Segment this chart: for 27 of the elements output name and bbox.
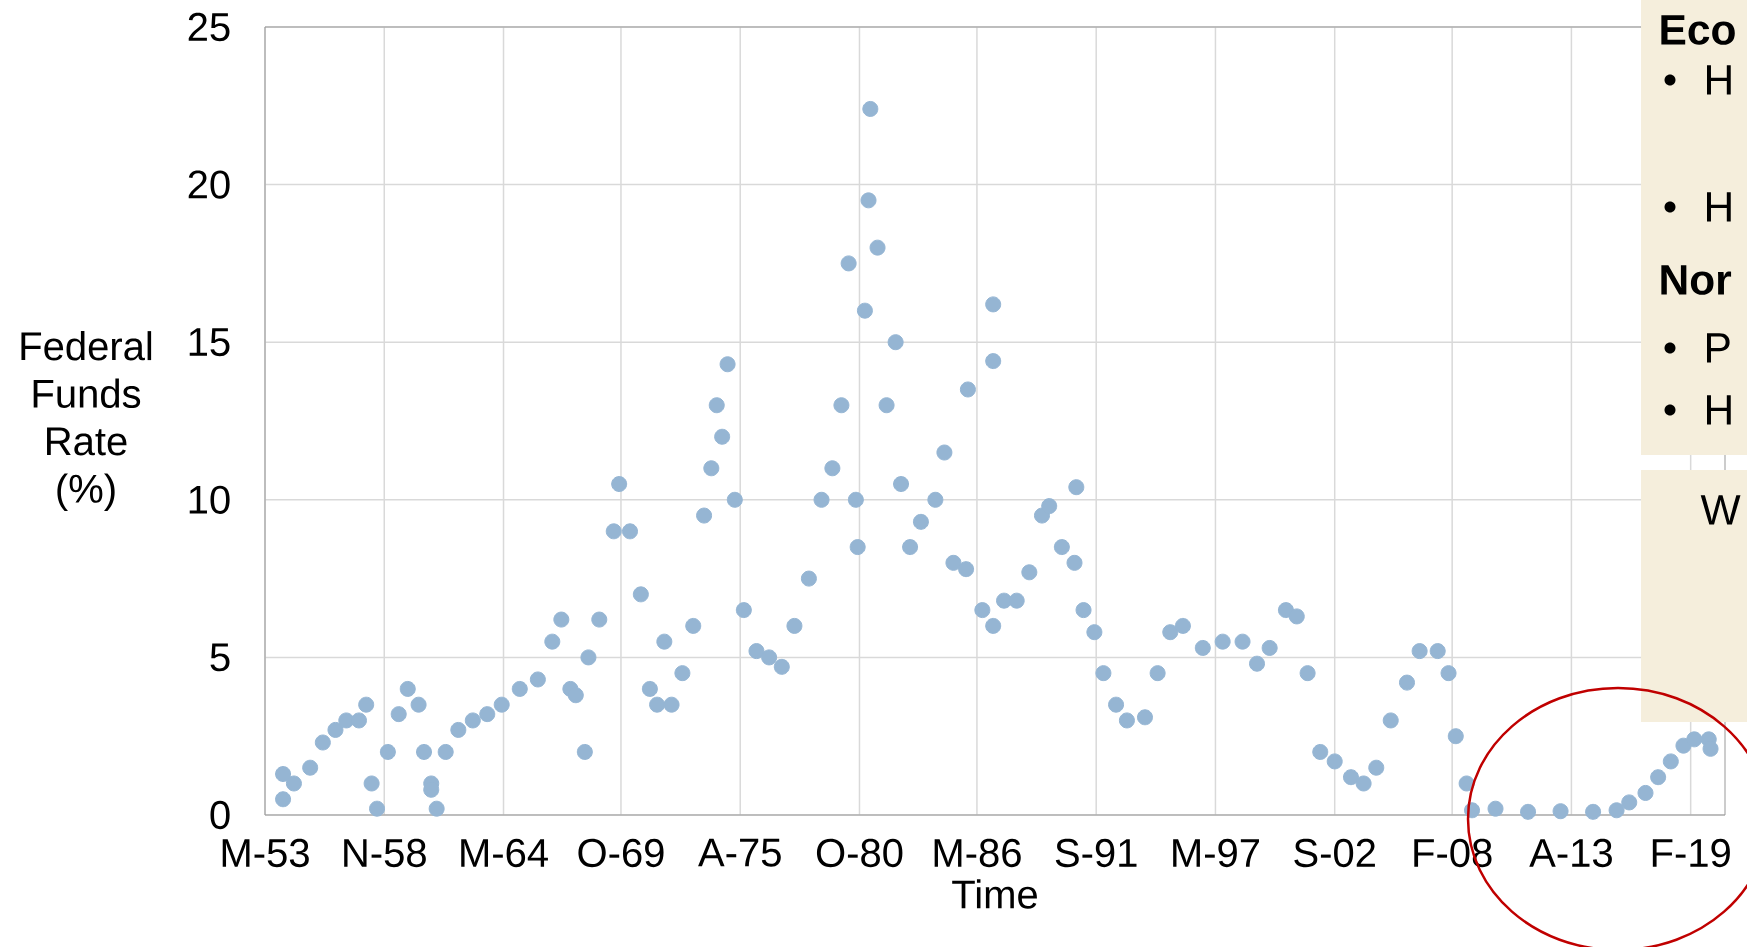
x-tick-label: M-97 (1173, 838, 1259, 868)
annotation: W (1700, 495, 1741, 525)
x-tick-label: F-19 (1652, 838, 1730, 868)
x-tick-label: S-91 (1055, 838, 1137, 868)
x-tick-label: M-64 (461, 838, 548, 868)
y-tick-label: 15 (189, 328, 230, 357)
y-tick-label: 10 (189, 485, 230, 514)
x-tick-label: N-58 (344, 838, 426, 868)
annotation: Eco (1661, 15, 1735, 45)
x-tick-label: A-13 (1529, 838, 1612, 868)
x-tick-label: O-69 (578, 838, 664, 868)
y-tick-label: 0 (210, 800, 230, 830)
x-tick-label: M-86 (934, 838, 1021, 868)
x-tick-label: A-75 (698, 838, 781, 867)
x-tick-label: O-80 (816, 838, 903, 868)
x-axis-title: Time (952, 879, 1037, 909)
annotation: H (1707, 395, 1731, 425)
y-tick-label: 5 (210, 643, 230, 672)
y-tick-label: 25 (188, 12, 230, 42)
y-axis-title: Federal Funds Rate (%) (21, 331, 152, 511)
x-tick-label: M-53 (222, 838, 309, 868)
annotation: Nor (1661, 265, 1732, 295)
x-tick-label: S-02 (1294, 838, 1375, 868)
y-tick-label: 20 (188, 170, 230, 199)
annotation: H (1707, 192, 1731, 222)
annotation: P (1707, 333, 1730, 363)
annotation: H (1707, 65, 1731, 95)
